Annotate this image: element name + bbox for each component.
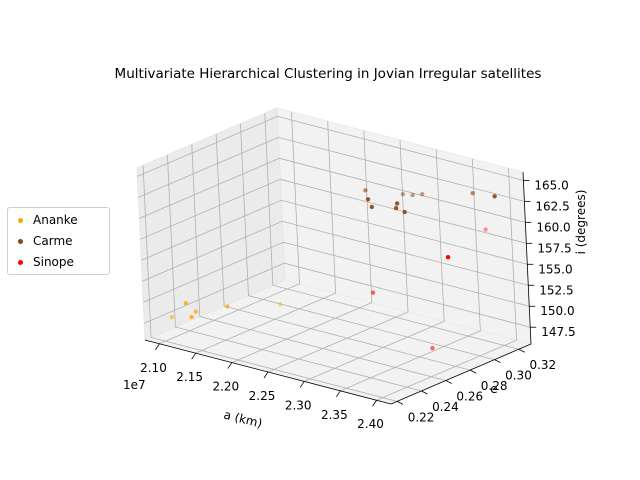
x-grid-line-2 — [231, 130, 373, 363]
chart-title: Multivariate Hierarchical Clustering in … — [115, 66, 542, 82]
z-grid-line-3 — [141, 199, 528, 265]
x-tick-label-3: 2.25 — [249, 389, 276, 403]
legend: Ananke Carme Sinope — [7, 207, 110, 275]
point-carme-9 — [470, 190, 475, 196]
y-tick-mark-0 — [396, 401, 404, 405]
x-tick-mark-5 — [336, 390, 341, 398]
point-carme-3 — [394, 201, 400, 206]
point-sinope-3 — [430, 345, 435, 351]
point-carme-10 — [492, 194, 497, 199]
x-axis-label: a (km) — [222, 408, 263, 431]
y-axis-line — [390, 343, 532, 405]
y-tick-mark-4 — [494, 359, 501, 364]
point-ananke-1 — [193, 309, 199, 314]
z-tick-label-1: 150.0 — [540, 304, 574, 318]
legend-label-sinope: Sinope — [33, 255, 74, 269]
z-tick-label-4: 157.5 — [537, 241, 571, 255]
legend-marker-carme — [18, 239, 23, 244]
z-axis-line — [522, 171, 532, 345]
z-grid-line-0 — [144, 262, 531, 328]
y-tick-label-1: 0.24 — [432, 400, 459, 414]
x-grid-line-3 — [267, 139, 409, 373]
x-grid-line-5 — [340, 158, 481, 392]
y-tick-label-0: 0.22 — [408, 410, 435, 424]
x-tick-mark-3 — [263, 371, 269, 379]
legend-label-ananke: Ananke — [33, 213, 78, 227]
x-tick-label-2: 2.20 — [212, 380, 239, 394]
y-tick-label-3: 0.28 — [481, 379, 508, 393]
z-grid-line-5 — [139, 157, 526, 223]
y-tick-mark-1 — [421, 390, 428, 395]
x-tick-label-4: 2.30 — [285, 398, 312, 412]
z-grid-line-4 — [140, 178, 527, 244]
z-grid-line-7 — [137, 115, 524, 181]
z-grid-line-2 — [142, 220, 529, 286]
x-tick-label-6: 2.40 — [357, 417, 384, 431]
x-grid-line-1 — [195, 121, 337, 354]
legend-marker-sinope — [18, 260, 23, 265]
z-grid-line-1 — [143, 241, 530, 307]
y-tick-mark-3 — [469, 369, 477, 374]
x-grid-line-6 — [376, 168, 517, 401]
x-tick-mark-1 — [191, 352, 196, 360]
x-axis-offset-label: 1e7 — [123, 378, 146, 392]
point-carme-6 — [400, 191, 406, 197]
point-ananke-3 — [189, 314, 194, 320]
z-tick-label-2: 152.5 — [539, 283, 573, 297]
data-points — [169, 188, 497, 351]
x-tick-mark-6 — [372, 400, 377, 407]
point-ananke-0 — [183, 301, 189, 306]
point-sinope-1 — [445, 255, 451, 260]
z-tick-label-0: 147.5 — [541, 325, 575, 339]
legend-marker-ananke — [18, 218, 23, 223]
y-grid-line-0 — [142, 165, 398, 402]
y-axis-label: e — [490, 382, 497, 396]
point-ananke-5 — [278, 302, 283, 307]
z-grid-line-6 — [138, 136, 525, 202]
y-grid-line-2 — [191, 144, 446, 381]
point-ananke-4 — [225, 304, 230, 309]
point-carme-4 — [393, 206, 399, 211]
y-grid-line-5 — [264, 113, 519, 350]
point-carme-8 — [419, 191, 425, 197]
grid-lines — [137, 111, 531, 402]
x-tick-label-5: 2.35 — [321, 408, 348, 422]
y-grid-line-4 — [240, 123, 495, 361]
z-tick-label-3: 155.0 — [538, 262, 572, 276]
tick-labels: 2.10 2.15 2.20 2.25 2.30 2.35 2.40 0.220.240.26… — [140, 178, 575, 431]
y-tick-mark-5 — [518, 348, 526, 353]
point-carme-5 — [402, 209, 407, 215]
y-grid-line-1 — [167, 154, 422, 392]
x-tick-mark-0 — [155, 343, 160, 350]
x-grid-line-4 — [304, 149, 445, 382]
x-tick-label-0: 2.10 — [140, 361, 167, 375]
z-tick-label-5: 160.0 — [536, 220, 570, 234]
point-sinope-2 — [370, 290, 376, 295]
z-axis-label: i (degrees) — [574, 190, 588, 255]
x-tick-mark-2 — [227, 362, 233, 369]
x-tick-label-1: 2.15 — [176, 370, 203, 384]
point-carme-7 — [410, 192, 415, 198]
axis-lines — [144, 171, 537, 407]
z-tick-label-7: 165.0 — [534, 178, 568, 192]
y-tick-label-2: 0.26 — [456, 390, 483, 404]
point-sinope-0 — [483, 227, 488, 232]
x-grid-line-0 — [159, 111, 300, 345]
y-tick-mark-2 — [445, 380, 452, 384]
point-carme-1 — [365, 197, 371, 202]
y-tick-label-5: 0.32 — [529, 358, 556, 372]
point-ananke-2 — [169, 314, 175, 320]
point-carme-2 — [369, 204, 375, 210]
y-grid-line-3 — [215, 134, 471, 371]
point-carme-0 — [363, 188, 368, 193]
y-tick-label-4: 0.30 — [505, 369, 532, 383]
z-tick-label-6: 162.5 — [535, 199, 569, 213]
legend-label-carme: Carme — [33, 234, 73, 248]
x-tick-mark-4 — [299, 381, 305, 388]
